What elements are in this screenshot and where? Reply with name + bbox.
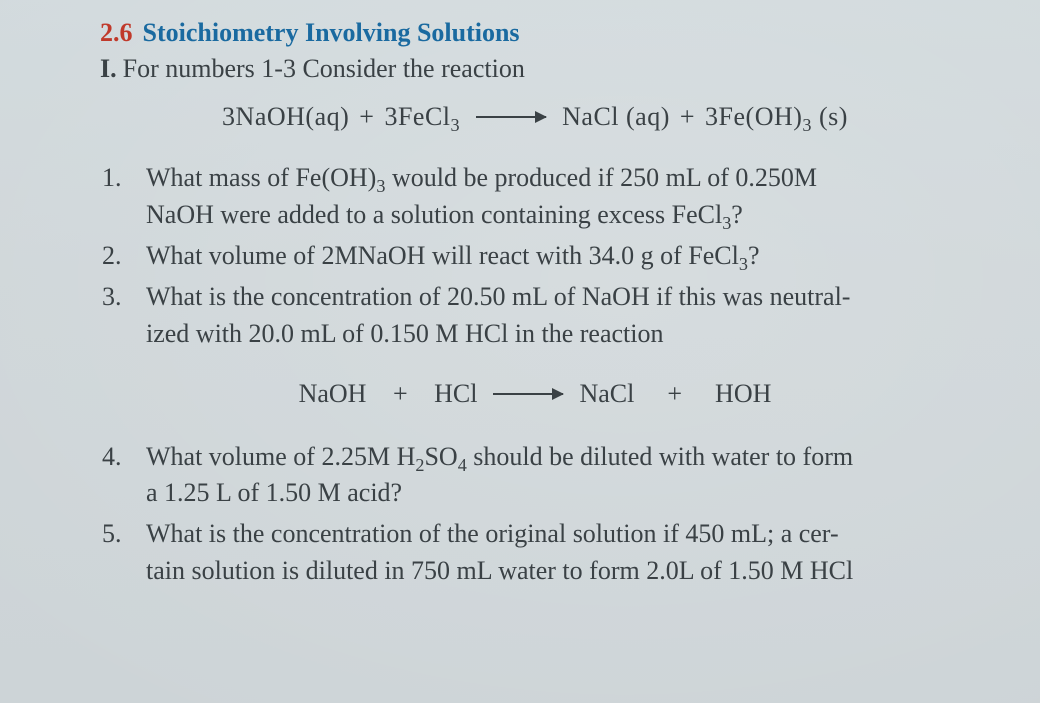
- instruction-text: For numbers 1-3 Consider the reaction: [123, 54, 525, 83]
- eq1-rhs2-base: 3Fe(OH): [705, 102, 802, 131]
- question-2: What volume of 2MNaOH will react with 34…: [90, 238, 980, 275]
- section-number: 2.6: [100, 18, 133, 47]
- q1-l2b: ?: [731, 200, 743, 229]
- equation-1: 3NaOH(aq) + 3FeCl3 NaCl (aq) + 3Fe(OH)3 …: [90, 102, 980, 132]
- textbook-page: 2.6 Stoichiometry Involving Solutions I.…: [0, 0, 1040, 703]
- eq1-lhs1: 3NaOH(aq): [222, 102, 349, 132]
- q2-sub: 3: [739, 254, 748, 274]
- q1-line1: What mass of Fe(OH)3 would be produced i…: [146, 163, 817, 192]
- question-3: What is the concentration of 20.50 mL of…: [90, 279, 980, 353]
- eq1-lhs2-base: 3FeCl: [384, 102, 450, 131]
- q4-sub2: 4: [458, 455, 467, 475]
- q4-line1: What volume of 2.25M H2SO4 should be dil…: [146, 442, 853, 471]
- q4-l1a: What volume of 2.25M H: [146, 442, 415, 471]
- reaction-arrow-icon: [476, 116, 546, 118]
- section-title: Stoichiometry Involving Solutions: [143, 18, 520, 47]
- question-list-2: What volume of 2.25M H2SO4 should be dil…: [90, 439, 980, 591]
- eq1-rhs1: NaCl (aq): [562, 102, 670, 132]
- eq1-lhs2-sub: 3: [451, 115, 461, 135]
- eq1-plus2: +: [680, 102, 695, 132]
- eq2-lhs1: NaOH: [299, 379, 367, 409]
- eq2-lhs2: HCl: [434, 379, 477, 409]
- eq2-rhs1: NaCl: [579, 379, 634, 409]
- q1-l1a: What mass of Fe(OH): [146, 163, 376, 192]
- eq2-plus2: +: [667, 379, 682, 409]
- q1-l2a: NaOH were added to a solution containing…: [146, 200, 722, 229]
- q4-l1b: should be diluted with water to form: [467, 442, 853, 471]
- q4-line2: a 1.25 L of 1.50 M acid?: [146, 478, 402, 507]
- reaction-arrow-icon: [493, 393, 563, 395]
- q3-line1: What is the concentration of 20.50 mL of…: [146, 282, 850, 311]
- question-4: What volume of 2.25M H2SO4 should be dil…: [90, 439, 980, 513]
- question-list-1: What mass of Fe(OH) 3 would be produced i…: [90, 160, 980, 353]
- q2-a: What volume of 2MNaOH will react with 34…: [146, 241, 739, 270]
- section-header: 2.6 Stoichiometry Involving Solutions: [100, 18, 980, 48]
- q2-text: What volume of 2MNaOH will react with 34…: [146, 241, 759, 270]
- question-5: What is the concentration of the origina…: [90, 516, 980, 590]
- q4-mid: SO: [424, 442, 457, 471]
- instruction-numeral: I.: [100, 54, 117, 83]
- eq1-rhs2: 3Fe(OH)3 (s): [705, 102, 848, 132]
- instruction-line: I.For numbers 1-3 Consider the reaction: [100, 54, 980, 84]
- eq2-plus1: +: [393, 379, 408, 409]
- q2-b: ?: [748, 241, 760, 270]
- eq1-plus1: +: [359, 102, 374, 132]
- eq1-rhs2-sub: 3: [802, 115, 812, 135]
- eq1-lhs2: 3FeCl3: [384, 102, 460, 132]
- eq2-rhs2: HOH: [715, 379, 771, 409]
- q3-line2: ized with 20.0 mL of 0.150 M HCl in the …: [146, 319, 664, 348]
- eq1-rhs2-state: (s): [812, 102, 848, 131]
- q1-l1b: would be produced if 250 mL of 0.250M: [385, 163, 817, 192]
- equation-2: NaOH + HCl NaCl + HOH: [90, 379, 980, 409]
- q1-l2sub: 3: [722, 213, 731, 233]
- q5-line1: What is the concentration of the origina…: [146, 519, 839, 548]
- q5-line2: tain solution is diluted in 750 mL water…: [146, 556, 853, 585]
- question-1: What mass of Fe(OH) 3 would be produced i…: [90, 160, 980, 234]
- q1-line2: NaOH were added to a solution containing…: [146, 200, 743, 229]
